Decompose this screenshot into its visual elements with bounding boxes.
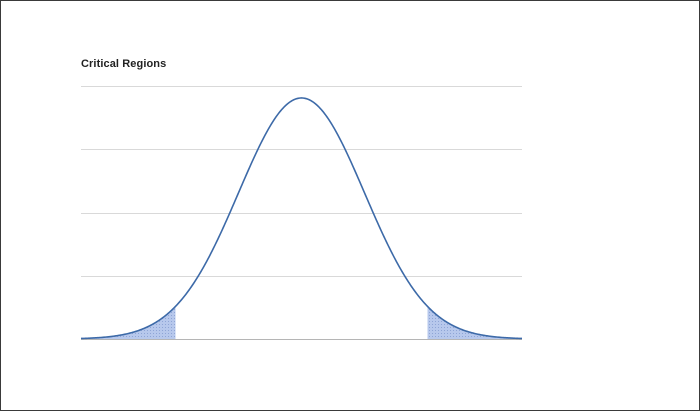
critical-region-right — [427, 306, 522, 339]
critical-region-left — [81, 306, 176, 339]
normal-curve-line — [80, 97, 523, 340]
chart-title: Critical Regions — [81, 58, 167, 70]
